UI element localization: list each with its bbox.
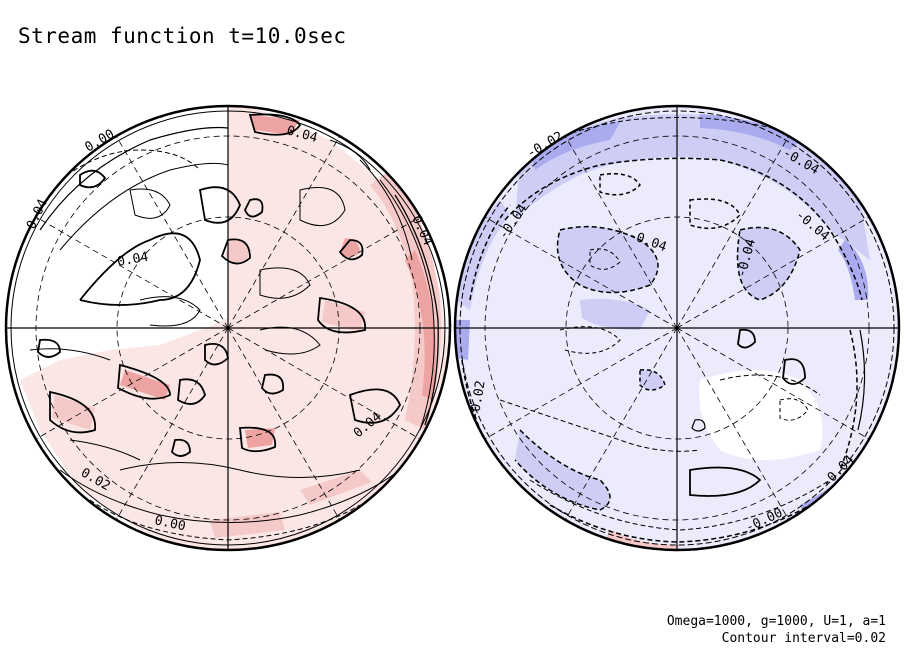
left-positive-blob-5 bbox=[225, 239, 249, 263]
left-axes bbox=[6, 106, 450, 550]
plot-title: Stream function t=10.0sec bbox=[18, 24, 347, 48]
left-positive-top-strong bbox=[250, 115, 300, 135]
left-positive-blob-4 bbox=[340, 238, 360, 257]
right-negative-blob-1 bbox=[557, 226, 658, 293]
plot-metadata: Omega=1000, g=1000, U=1, a=1 Contour int… bbox=[667, 613, 886, 647]
left-contour-label-4: 0.04 bbox=[116, 250, 150, 270]
left-positive-region-upper bbox=[228, 110, 400, 320]
right-negative-blob-3 bbox=[515, 430, 610, 510]
right-negative-upper-mid bbox=[515, 114, 870, 260]
right-weak-region bbox=[699, 370, 823, 460]
left-positive-blob-2 bbox=[52, 395, 95, 430]
right-hemisphere: -0.04 -0.04 -0.04 -0.04 -0.04 -0.02 -0.0… bbox=[453, 104, 901, 552]
right-positive-edge bbox=[605, 530, 680, 550]
left-positive-blob-6 bbox=[245, 428, 275, 448]
parameters-text: Omega=1000, g=1000, U=1, a=1 bbox=[666, 614, 886, 629]
left-positive-bottom-mid bbox=[210, 512, 285, 538]
right-axes bbox=[455, 106, 899, 550]
left-positive-rim-strong bbox=[405, 250, 436, 400]
left-contour-label-8: 0.00 bbox=[153, 513, 187, 534]
right-negative-rim-left bbox=[455, 200, 510, 310]
left-rim-contour bbox=[10, 110, 446, 546]
right-negative-blob-4 bbox=[640, 369, 665, 390]
left-positive-blob-1 bbox=[120, 370, 170, 400]
left-hemisphere: 0.00 0.04 0.04 0.04 0.04 0.04 0.02 0.00 bbox=[4, 104, 452, 552]
right-hemisphere-border bbox=[453, 104, 901, 552]
right-negative-rim-strong bbox=[838, 240, 869, 300]
left-hemisphere-border bbox=[4, 104, 452, 552]
right-rim-contour bbox=[459, 110, 895, 546]
right-negative-top-strong bbox=[700, 114, 800, 150]
left-positive-blob-3 bbox=[322, 300, 365, 332]
right-negative-rim-left-strong bbox=[455, 320, 470, 360]
left-positive-rim-mid bbox=[370, 170, 441, 430]
right-negative-upper-strong bbox=[530, 122, 620, 170]
right-contour-label-8: -0.02 bbox=[467, 380, 489, 421]
right-negative-blob-2 bbox=[737, 227, 800, 300]
right-shading bbox=[455, 114, 870, 550]
right-negative-blob-5 bbox=[580, 298, 650, 330]
left-positive-blob-7 bbox=[300, 470, 372, 505]
contour-interval-text: Contour interval=0.02 bbox=[721, 631, 886, 646]
